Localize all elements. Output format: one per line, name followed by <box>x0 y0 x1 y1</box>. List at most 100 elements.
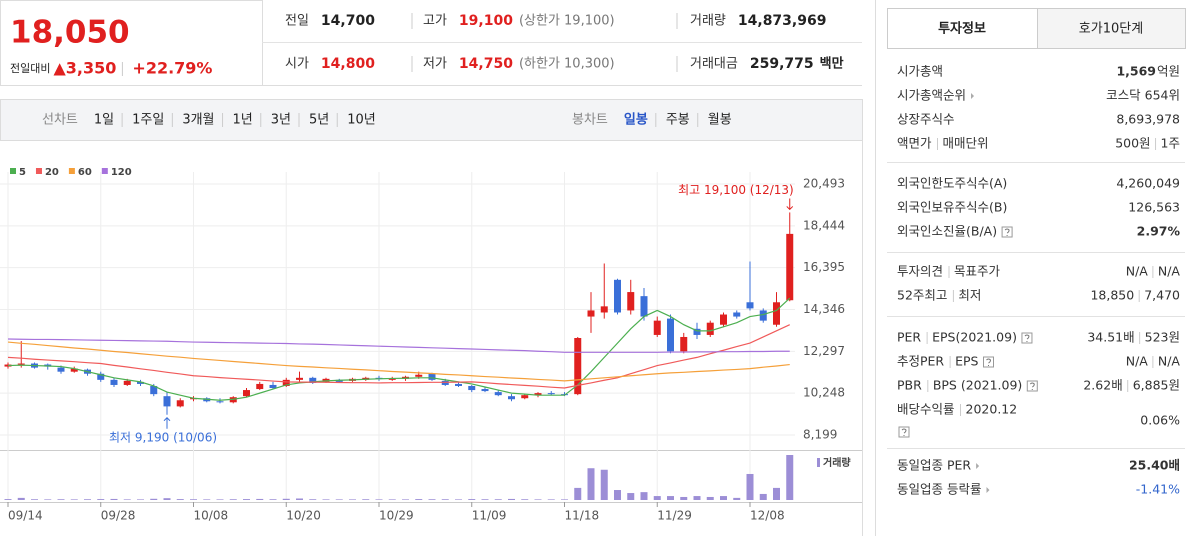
period-tab[interactable]: 5년 <box>309 113 329 128</box>
x-tick-label: 11/18 <box>565 509 600 523</box>
candle-body <box>70 368 78 372</box>
side-tab-label[interactable]: 호가10단계 <box>1079 22 1143 37</box>
more-arrow[interactable] <box>976 463 980 469</box>
info-label: 거래량 <box>690 14 726 29</box>
candle-body <box>110 379 118 385</box>
info-value: 34.51배 <box>1087 330 1134 345</box>
volume-bar <box>680 496 688 500</box>
volume-bar <box>508 498 515 500</box>
info-label: 액면가 <box>897 136 932 151</box>
candle-body <box>653 320 661 335</box>
candle-body <box>176 400 184 407</box>
help-icon[interactable] <box>1026 380 1038 392</box>
volume-legend: 거래량 <box>823 456 851 469</box>
volume-bar <box>31 499 38 500</box>
legend-label: 60 <box>78 167 92 178</box>
help-glyph <box>1029 382 1035 390</box>
candle-body <box>388 378 396 380</box>
volume-bar <box>229 499 237 500</box>
period-tab[interactable]: 3년 <box>271 113 291 128</box>
volume-bar <box>256 498 264 500</box>
more-arrow[interactable] <box>986 487 990 493</box>
volume-bar <box>481 499 489 500</box>
ma-line <box>7 338 790 353</box>
x-tick-label: 12/08 <box>750 509 785 523</box>
help-icon[interactable] <box>1021 332 1033 344</box>
period-tab[interactable]: 1일 <box>94 113 114 128</box>
volume-bar <box>203 499 211 500</box>
candle-body <box>733 312 741 317</box>
side-tab[interactable] <box>887 8 1038 49</box>
volume-bar <box>667 496 674 500</box>
help-glyph <box>901 428 907 436</box>
candle-body <box>773 302 780 325</box>
volume-bar <box>574 487 582 500</box>
period-tab[interactable]: 10년 <box>347 113 376 128</box>
period-tab[interactable]: 3개월 <box>182 113 214 128</box>
info-value: 259,775 <box>750 56 814 72</box>
volume-bar <box>428 499 436 500</box>
tab-bar <box>0 99 863 141</box>
info-value: 14,700 <box>321 13 375 29</box>
volume-bar <box>455 499 462 500</box>
volume-bar <box>402 499 409 500</box>
info-label: 저가 <box>423 57 447 72</box>
volume-bar <box>309 499 317 500</box>
volume-bar <box>388 499 396 500</box>
info-value: 4,260,049 <box>1116 176 1180 191</box>
x-tick-label: 09/14 <box>8 509 43 523</box>
candle-body <box>706 322 714 335</box>
info-value: N/A <box>1126 264 1149 279</box>
info-label: 52주최고 <box>897 288 947 303</box>
candle-body <box>759 310 767 321</box>
info-label: 최저 <box>958 288 981 303</box>
help-icon[interactable] <box>983 356 994 368</box>
low-annotation: 최저 9,190 (10/06) <box>109 430 217 444</box>
candle-body <box>468 385 476 391</box>
volume-bar <box>720 496 727 500</box>
volume-bar <box>150 498 158 500</box>
volume-bar <box>84 499 91 500</box>
candle-body <box>746 302 754 309</box>
volume-bar <box>640 492 648 500</box>
candle-tab[interactable]: 주봉 <box>666 113 690 128</box>
price-box <box>0 0 263 86</box>
high-annotation: 최고 19,100 (12/13) <box>678 183 794 197</box>
period-tab[interactable]: 1주일 <box>132 113 164 128</box>
volume-bar <box>627 493 635 500</box>
candle-body <box>627 292 635 311</box>
info-label: 목표주가 <box>954 264 1001 279</box>
period-tab[interactable]: 1년 <box>233 113 253 128</box>
side-tab[interactable] <box>1037 8 1186 49</box>
volume-bar <box>322 499 330 500</box>
candle-body <box>640 296 648 317</box>
volume-bar <box>786 455 794 500</box>
help-icon[interactable] <box>898 426 910 438</box>
info-label: 시가총액 <box>897 64 943 79</box>
info-value: 14,800 <box>321 56 375 72</box>
help-icon[interactable] <box>1001 226 1013 238</box>
candle-tab[interactable]: 일봉 <box>624 113 648 128</box>
info-label: PER <box>897 330 921 345</box>
tab-group-label: 선차트 <box>42 113 78 128</box>
more-arrow[interactable] <box>971 93 975 99</box>
info-label: 시가총액순위 <box>897 88 966 103</box>
candle-body <box>587 310 595 317</box>
x-tick-label: 10/20 <box>286 509 321 523</box>
candle-tab[interactable]: 월봉 <box>708 113 732 128</box>
info-value: 7,470 <box>1144 288 1180 303</box>
info-label: EPS(2021.09) <box>932 330 1017 345</box>
side-tab-label[interactable]: 투자정보 <box>938 21 986 37</box>
legend-swatch <box>35 168 42 174</box>
info-value: N/A <box>1158 354 1181 369</box>
x-tick-label: 11/29 <box>657 509 692 523</box>
legend-label: 120 <box>111 167 132 178</box>
help-glyph <box>986 358 992 366</box>
help-glyph <box>1004 228 1010 236</box>
candle-body <box>243 390 250 397</box>
volume-bar <box>773 487 780 500</box>
help-glyph <box>1024 334 1030 342</box>
candle-body <box>574 337 582 395</box>
info-label: EPS <box>955 354 978 369</box>
candle-body <box>508 396 515 400</box>
